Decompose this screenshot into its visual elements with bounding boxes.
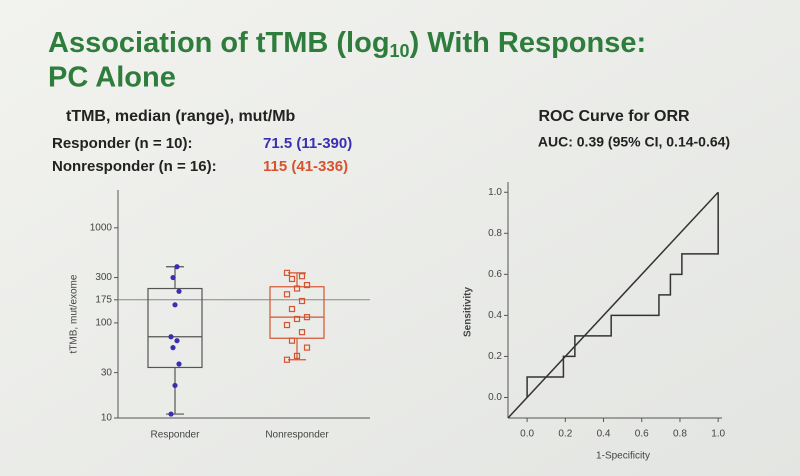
x-axis-label: 1-Specificity bbox=[596, 451, 650, 462]
y-tick-label: 1000 bbox=[90, 222, 113, 233]
y-axis-label: Sensitivity bbox=[463, 287, 474, 337]
box bbox=[269, 286, 325, 339]
data-point bbox=[288, 337, 296, 344]
data-point bbox=[174, 264, 180, 270]
summary-label: Responder (n = 10): bbox=[52, 135, 192, 152]
data-point bbox=[168, 334, 174, 340]
summary-value: 71.5 (11-390) bbox=[263, 135, 352, 152]
data-point bbox=[283, 321, 291, 329]
data-point bbox=[288, 305, 296, 313]
x-tick-label: Nonresponder bbox=[265, 430, 329, 441]
y-tick-label: 0.0 bbox=[488, 392, 502, 403]
data-point bbox=[293, 352, 301, 359]
box bbox=[147, 287, 203, 369]
y-tick-label: 10 bbox=[101, 413, 113, 424]
data-point bbox=[298, 329, 306, 336]
roc-line bbox=[526, 192, 719, 398]
data-point bbox=[174, 338, 180, 344]
data-point bbox=[168, 411, 174, 417]
y-tick-label: 0.6 bbox=[488, 269, 502, 280]
y-tick-label: 175 bbox=[95, 294, 112, 305]
data-point bbox=[283, 291, 291, 298]
title-subscript: 10 bbox=[390, 41, 410, 61]
data-point bbox=[176, 361, 182, 367]
data-point bbox=[283, 269, 291, 276]
y-tick-label: 30 bbox=[101, 367, 113, 378]
data-point bbox=[170, 345, 176, 351]
data-point bbox=[303, 344, 311, 351]
x-tick-label: Responder bbox=[151, 430, 201, 441]
data-point bbox=[288, 275, 296, 283]
roc-line bbox=[507, 191, 719, 419]
y-tick-label: 0.4 bbox=[488, 310, 502, 321]
y-tick-label: 0.2 bbox=[488, 351, 502, 362]
summary-heading: tTMB, median (range), mut/Mb bbox=[66, 108, 296, 125]
data-point bbox=[303, 281, 311, 289]
roc-subtitle: AUC: 0.39 (95% CI, 0.14-0.64) bbox=[538, 134, 730, 150]
x-tick-label: 0.2 bbox=[558, 429, 572, 440]
x-tick-label: 0.4 bbox=[597, 429, 611, 440]
summary-label: Nonresponder (n = 16): bbox=[52, 158, 217, 175]
data-point bbox=[170, 274, 176, 281]
x-tick-label: 0.0 bbox=[520, 429, 534, 440]
data-point bbox=[298, 297, 306, 305]
summary-value: 115 (41-336) bbox=[263, 158, 348, 175]
slide-title-line2: PC Alone bbox=[48, 62, 176, 94]
data-point bbox=[293, 285, 301, 292]
data-point bbox=[303, 314, 311, 321]
slide-title: Association of tTMB (log10) With Respons… bbox=[48, 27, 646, 61]
title-part: Association of tTMB (log bbox=[48, 27, 390, 59]
y-tick-label: 300 bbox=[95, 272, 112, 283]
roc-title: ROC Curve for ORR bbox=[538, 108, 690, 125]
data-point bbox=[283, 356, 291, 363]
y-tick-label: 1.0 bbox=[488, 187, 502, 198]
x-tick-label: 0.8 bbox=[673, 429, 687, 440]
data-point bbox=[176, 288, 182, 294]
title-part: ) With Response: bbox=[410, 27, 647, 59]
y-axis-label: tTMB, mut/exome bbox=[69, 274, 80, 353]
x-tick-label: 0.6 bbox=[635, 429, 649, 440]
data-point bbox=[298, 273, 306, 280]
y-tick-label: 0.8 bbox=[488, 228, 502, 239]
data-point bbox=[293, 315, 301, 323]
x-tick-label: 1.0 bbox=[711, 429, 725, 440]
data-point bbox=[172, 302, 178, 308]
y-tick-label: 100 bbox=[95, 318, 112, 329]
data-point bbox=[172, 382, 178, 389]
